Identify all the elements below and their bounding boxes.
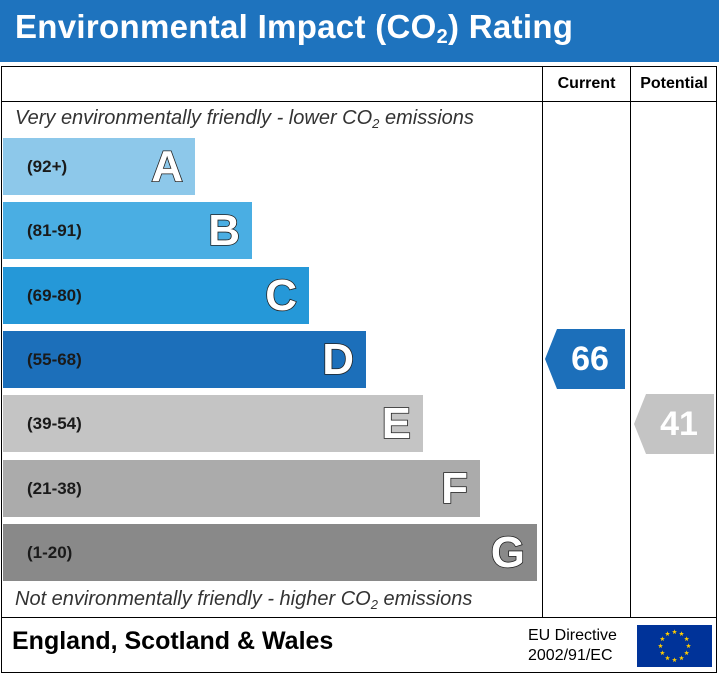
potential-rating-arrow-shape bbox=[634, 393, 714, 454]
band-c: (69-80) C bbox=[3, 266, 309, 324]
column-header-current: Current bbox=[557, 75, 616, 92]
band-g: (1-20) G bbox=[3, 523, 537, 581]
header-row-divider bbox=[1, 101, 717, 102]
footer-row-divider bbox=[1, 617, 717, 618]
flag-star bbox=[665, 655, 670, 661]
band-range-label: (1-20) bbox=[27, 542, 73, 562]
band-a: (92+) A bbox=[3, 138, 195, 195]
flag-star bbox=[679, 655, 684, 661]
current-rating-arrow-value: 66 bbox=[571, 340, 609, 379]
band-range-label: (55-68) bbox=[27, 349, 82, 369]
eu-directive-label: EU Directive 2002/91/EC bbox=[528, 626, 617, 666]
band-range-label: (21-38) bbox=[27, 478, 82, 498]
band-letter: D bbox=[321, 334, 354, 385]
column-divider-potential bbox=[630, 66, 631, 617]
flag-star bbox=[665, 631, 670, 636]
current-rating-arrow-shape bbox=[545, 329, 625, 390]
band-letter: B bbox=[207, 205, 240, 256]
page-title: Environmental Impact (CO2) Rating bbox=[15, 8, 574, 48]
flag-star bbox=[672, 629, 677, 635]
band-range-label: (92+) bbox=[27, 157, 68, 176]
potential-rating-arrow-value: 41 bbox=[660, 404, 698, 443]
flag-star bbox=[686, 643, 691, 649]
band-range-label: (39-54) bbox=[27, 414, 82, 434]
flag-star bbox=[672, 657, 677, 663]
band-range-label: (81-91) bbox=[27, 221, 82, 241]
band-f: (21-38) F bbox=[3, 459, 480, 517]
note-bottom: Not environmentally friendly - higher CO… bbox=[15, 588, 473, 612]
flag-star bbox=[684, 650, 690, 656]
region-label: England, Scotland & Wales bbox=[12, 627, 334, 655]
column-header-potential: Potential bbox=[640, 75, 708, 92]
flag-star bbox=[659, 650, 665, 656]
current-rating-arrow: 66 bbox=[545, 329, 625, 390]
eu-directive-line1: EU Directive bbox=[528, 627, 617, 644]
band-letter: C bbox=[264, 270, 297, 321]
flag-star bbox=[684, 636, 690, 642]
band-letter: A bbox=[150, 141, 183, 192]
flag-star bbox=[659, 636, 665, 642]
band-range-label: (69-80) bbox=[27, 285, 82, 305]
band-letter: G bbox=[490, 527, 526, 578]
band-letter: E bbox=[381, 398, 412, 449]
band-b: (81-91) B bbox=[3, 202, 252, 260]
flag-star bbox=[679, 631, 684, 636]
band-e: (39-54) E bbox=[3, 395, 423, 453]
eu-directive-line2: 2002/91/EC bbox=[528, 647, 613, 664]
header-banner: Environmental Impact (CO2) Rating bbox=[0, 0, 719, 62]
potential-rating-arrow: 41 bbox=[634, 393, 714, 454]
rating-frame bbox=[1, 66, 717, 673]
column-divider-current bbox=[542, 66, 543, 617]
flag-star bbox=[658, 643, 663, 649]
note-top: Very environmentally friendly - lower CO… bbox=[15, 107, 474, 131]
eu-flag-icon bbox=[637, 625, 712, 667]
band-d: (55-68) D bbox=[3, 330, 366, 388]
band-letter: F bbox=[440, 463, 468, 514]
